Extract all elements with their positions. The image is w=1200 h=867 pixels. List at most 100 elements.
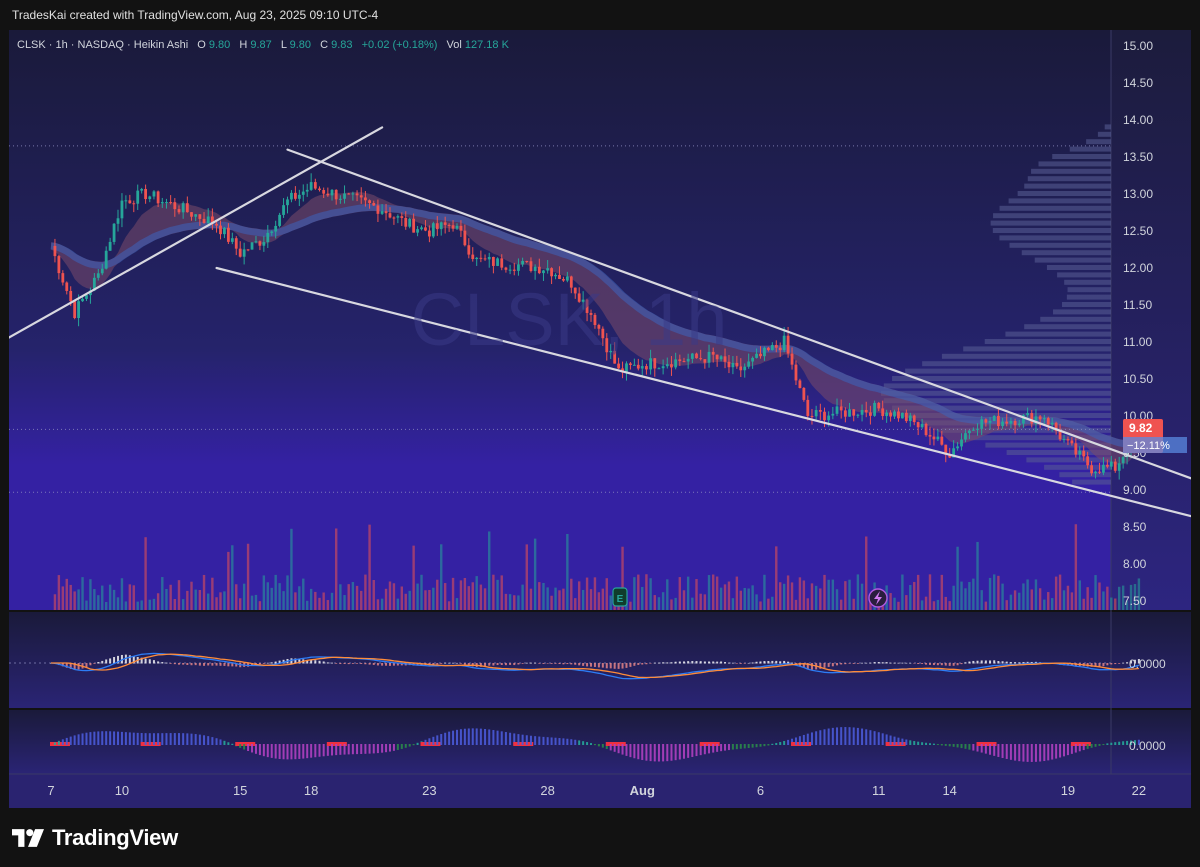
tradingview-logo[interactable]: TradingView bbox=[12, 825, 178, 851]
histogram-bar bbox=[1094, 744, 1097, 747]
volume-bar bbox=[436, 579, 439, 610]
histogram-bar bbox=[881, 733, 884, 745]
candle-body bbox=[124, 200, 128, 202]
candle-body bbox=[368, 200, 371, 204]
trendlines[interactable] bbox=[9, 126, 1191, 527]
volume-profile-bar bbox=[1059, 472, 1111, 478]
price-tick-label: 13.00 bbox=[1123, 187, 1153, 201]
candle-body bbox=[1066, 438, 1070, 441]
price-tick-label: 11.00 bbox=[1123, 335, 1152, 349]
histogram-zero-label: 0.0000 bbox=[1129, 739, 1166, 753]
macd-hist-bar bbox=[278, 660, 281, 664]
macd-hist-bar bbox=[1022, 662, 1025, 664]
candle-body bbox=[1001, 421, 1004, 427]
histogram-bar bbox=[412, 744, 415, 746]
time-axis-bg[interactable] bbox=[9, 774, 1191, 808]
lightning-icon[interactable] bbox=[868, 588, 888, 608]
volume-bar bbox=[219, 592, 222, 610]
volume-bar bbox=[633, 577, 636, 610]
macd-hist-bar bbox=[496, 663, 499, 666]
candle-body bbox=[396, 216, 400, 218]
macd-hist-bar bbox=[948, 663, 951, 666]
candle-body bbox=[447, 224, 451, 226]
histogram-bar bbox=[1039, 744, 1042, 762]
macd-hist-bar bbox=[629, 663, 632, 667]
macd-hist-bar bbox=[318, 660, 321, 664]
open-label: O bbox=[197, 39, 206, 51]
volume-bar bbox=[384, 588, 388, 610]
volume-profile-bar bbox=[1069, 146, 1111, 152]
macd-hist-bar bbox=[976, 660, 979, 664]
candle-body bbox=[554, 274, 557, 277]
candle-body bbox=[1058, 430, 1062, 440]
candle-body bbox=[392, 217, 396, 219]
histogram-bar bbox=[318, 744, 321, 757]
candle-body bbox=[1026, 413, 1030, 416]
candle-body bbox=[181, 203, 185, 213]
histogram-bar bbox=[1130, 740, 1133, 745]
macd-hist-bar bbox=[546, 663, 549, 664]
chart-frame[interactable]: CLSK, 1h CLSK · 1h · NASDAQ · Heikin Ash… bbox=[9, 30, 1191, 808]
upper-wedge-trendline bbox=[286, 148, 1191, 480]
histogram-bar bbox=[861, 728, 864, 745]
histogram-bar bbox=[364, 744, 367, 754]
candle-body bbox=[852, 409, 856, 416]
macd-hist-bar bbox=[1009, 662, 1012, 664]
candle-body bbox=[471, 254, 475, 260]
candle-body bbox=[330, 189, 334, 196]
candle-body bbox=[286, 199, 289, 206]
histogram-bar bbox=[562, 738, 565, 745]
volume-bar bbox=[1034, 579, 1038, 610]
volume-bar bbox=[525, 544, 528, 610]
histogram-bar bbox=[504, 732, 507, 745]
volume-bar bbox=[294, 592, 297, 610]
macd-hist-bar bbox=[132, 656, 135, 664]
macd-hist-bar bbox=[194, 663, 197, 666]
volume-profile-bar bbox=[1005, 331, 1111, 337]
candle-body bbox=[964, 433, 967, 440]
macd-hist-bar bbox=[1126, 662, 1129, 664]
candle-body bbox=[690, 353, 694, 359]
volume-bar bbox=[93, 589, 96, 610]
macd-hist-bar bbox=[873, 662, 876, 664]
volume-bar bbox=[691, 597, 694, 610]
macd-hist-bar bbox=[521, 663, 524, 664]
volume-bar bbox=[1001, 583, 1004, 610]
tradingview-wordmark: TradingView bbox=[52, 825, 178, 850]
candle-body bbox=[160, 202, 164, 204]
candle-body bbox=[210, 216, 214, 224]
macd-hist-bar bbox=[558, 663, 561, 664]
candle-body bbox=[351, 193, 355, 195]
candle-body bbox=[128, 200, 132, 204]
macd-hist-bar bbox=[1090, 663, 1093, 667]
volume-bar bbox=[322, 592, 325, 610]
macd-hist-bar bbox=[396, 663, 399, 666]
earnings-icon[interactable]: E bbox=[612, 587, 628, 607]
macd-hist-bar bbox=[177, 663, 180, 665]
candle-body bbox=[443, 222, 447, 225]
histogram-bar bbox=[554, 737, 557, 745]
macd-hist-bar bbox=[376, 663, 379, 666]
macd-hist-bar bbox=[484, 663, 487, 667]
histogram-bar bbox=[254, 744, 257, 754]
volume-bar bbox=[731, 598, 735, 610]
macd-hist-bar bbox=[944, 663, 947, 666]
candle-body bbox=[802, 387, 806, 400]
macd-hist-bar bbox=[73, 663, 76, 670]
candles[interactable] bbox=[53, 173, 1141, 480]
histogram-bar bbox=[381, 744, 384, 753]
volume-bar bbox=[475, 576, 478, 610]
volume-bar bbox=[649, 578, 652, 610]
macd-hist-bar bbox=[148, 659, 151, 664]
candle-body bbox=[230, 238, 234, 242]
volume-bar bbox=[190, 581, 193, 610]
candle-body bbox=[190, 212, 193, 217]
candle-body bbox=[814, 410, 818, 417]
low-label: L bbox=[281, 39, 287, 51]
histogram-bar bbox=[1137, 739, 1140, 745]
macd-hist-bar bbox=[597, 663, 600, 668]
price-chart[interactable]: CLSK, 1h CLSK · 1h · NASDAQ · Heikin Ash… bbox=[9, 30, 1191, 808]
candle-body bbox=[1082, 450, 1086, 457]
volume-bar bbox=[905, 595, 908, 610]
histogram-bar bbox=[339, 744, 342, 755]
